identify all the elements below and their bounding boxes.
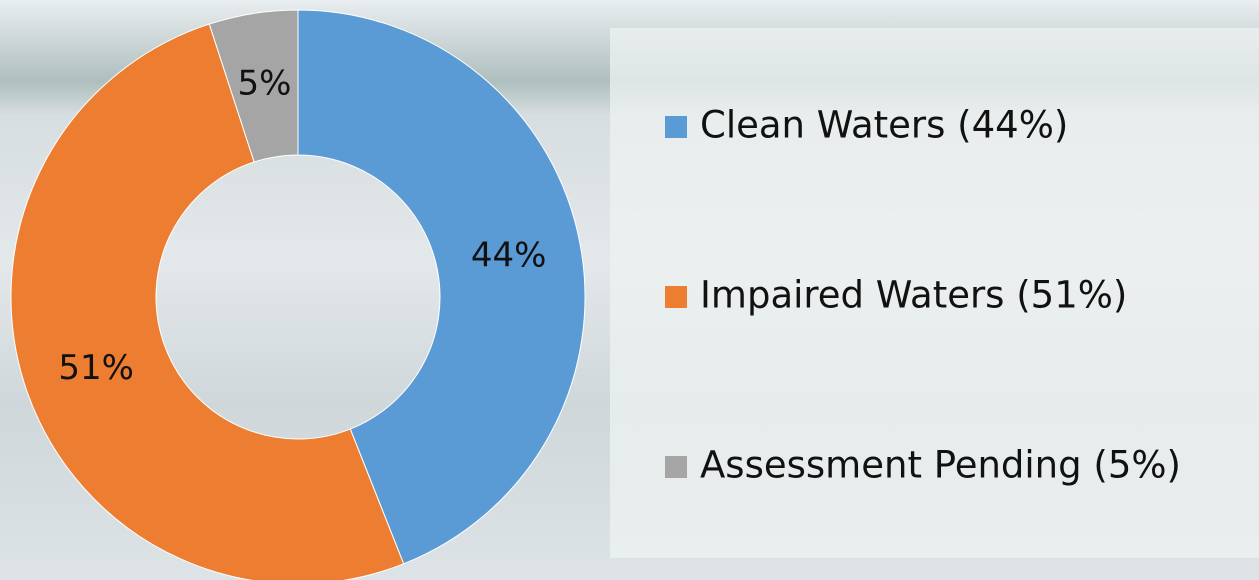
legend-label: Clean Waters (44%) bbox=[700, 104, 1068, 147]
data-label: 44% bbox=[471, 235, 547, 275]
legend-label: Assessment Pending (5%) bbox=[700, 444, 1181, 487]
legend-swatch bbox=[665, 116, 687, 138]
data-label: 51% bbox=[58, 348, 134, 388]
data-label: 5% bbox=[237, 64, 291, 104]
legend-label: Impaired Waters (51%) bbox=[700, 274, 1127, 317]
legend-swatch bbox=[665, 456, 687, 478]
legend-swatch bbox=[665, 286, 687, 308]
chart: 44% 51% 5% Clean Waters (44%) Impaired Water… bbox=[0, 0, 1259, 580]
